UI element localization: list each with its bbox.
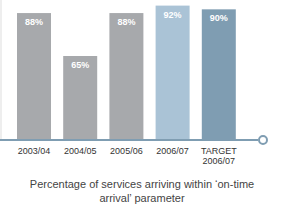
bar (202, 9, 236, 140)
y-axis-line (1, 0, 2, 140)
data-labels: 88% 65% 88% 92% 90% (25, 10, 228, 70)
x-tick-label: 2006/07 (151, 146, 195, 156)
x-tick-label: 2005/06 (104, 146, 148, 156)
bar (63, 56, 97, 140)
caption: Percentage of services arriving within ‘… (20, 177, 264, 205)
data-label: 88% (117, 17, 135, 27)
x-axis-line (0, 139, 258, 141)
data-label: 92% (164, 10, 182, 20)
bar (109, 13, 143, 140)
x-tick-label: 2004/05 (58, 146, 102, 156)
data-label: 90% (210, 13, 228, 23)
data-label: 88% (25, 17, 43, 27)
chart-root: 88% 65% 88% 92% 90% 2003/042004/052005/062006… (0, 0, 284, 218)
axis-end-marker (259, 136, 267, 144)
bars (17, 6, 236, 140)
data-label: 65% (71, 60, 89, 70)
bar (17, 13, 51, 140)
x-tick-label: 2003/04 (12, 146, 56, 156)
bar (156, 6, 190, 140)
x-tick-label: TARGET 2006/07 (197, 146, 241, 166)
